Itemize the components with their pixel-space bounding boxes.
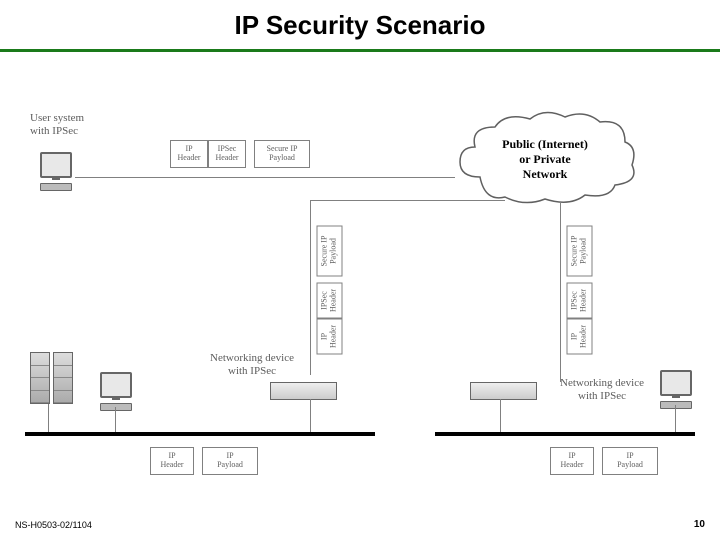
- label-user-system: User systemwith IPSec: [30, 112, 84, 138]
- computer-icon: [40, 152, 72, 191]
- packet-cell: IPHeader: [550, 447, 594, 475]
- packet-cell: Secure IPPayload: [317, 226, 343, 277]
- packet-mid-left: IPHeader IPSecHeader Secure IPPayload: [317, 226, 343, 355]
- packet-cell: IPPayload: [202, 447, 258, 475]
- connector-line: [48, 404, 49, 432]
- page-title: IP Security Scenario: [0, 0, 720, 41]
- packet-cell: IPSecHeader: [208, 140, 246, 168]
- packet-bottom-left: IPHeader IPPayload: [150, 447, 258, 475]
- computer-icon: [100, 372, 132, 411]
- packet-cell: IPHeader: [170, 140, 208, 168]
- packet-top: IPHeader IPSecHeader Secure IPPayload: [170, 140, 310, 168]
- packet-cell: IPHeader: [150, 447, 194, 475]
- footer-code: NS-H0503-02/1104: [15, 520, 92, 530]
- page-number: 10: [694, 519, 705, 530]
- connector-line: [75, 177, 455, 178]
- lan-line: [25, 432, 375, 436]
- packet-cell: IPSecHeader: [567, 283, 593, 319]
- packet-cell: IPPayload: [602, 447, 658, 475]
- connector-line: [310, 399, 311, 432]
- label-netdev-left: Networking devicewith IPSec: [210, 352, 294, 378]
- cloud-label: Public (Internet)or PrivateNetwork: [450, 137, 640, 182]
- title-underline: [0, 49, 720, 52]
- router-icon: [470, 382, 537, 400]
- connector-line: [310, 200, 505, 201]
- server-icon: [30, 352, 73, 404]
- connector-line: [560, 375, 561, 382]
- label-netdev-right: Networking devicewith IPSec: [560, 377, 644, 403]
- packet-cell: IPSecHeader: [317, 283, 343, 319]
- connector-line: [500, 399, 501, 432]
- packet-cell: IPHeader: [567, 319, 593, 355]
- connector-line: [560, 202, 561, 375]
- connector-line: [115, 407, 116, 432]
- computer-icon: [660, 370, 692, 409]
- packet-mid-right: IPHeader IPSecHeader Secure IPPayload: [567, 226, 593, 355]
- packet-cell: IPHeader: [317, 319, 343, 355]
- diagram-area: User systemwith IPSec IPHeader IPSecHead…: [20, 72, 700, 502]
- connector-line: [310, 200, 311, 375]
- packet-cell: Secure IPPayload: [567, 226, 593, 277]
- lan-line: [435, 432, 695, 436]
- packet-bottom-right: IPHeader IPPayload: [550, 447, 658, 475]
- packet-cell: Secure IPPayload: [254, 140, 310, 168]
- connector-line: [675, 405, 676, 432]
- router-icon: [270, 382, 337, 400]
- cloud-icon: Public (Internet)or PrivateNetwork: [450, 107, 640, 207]
